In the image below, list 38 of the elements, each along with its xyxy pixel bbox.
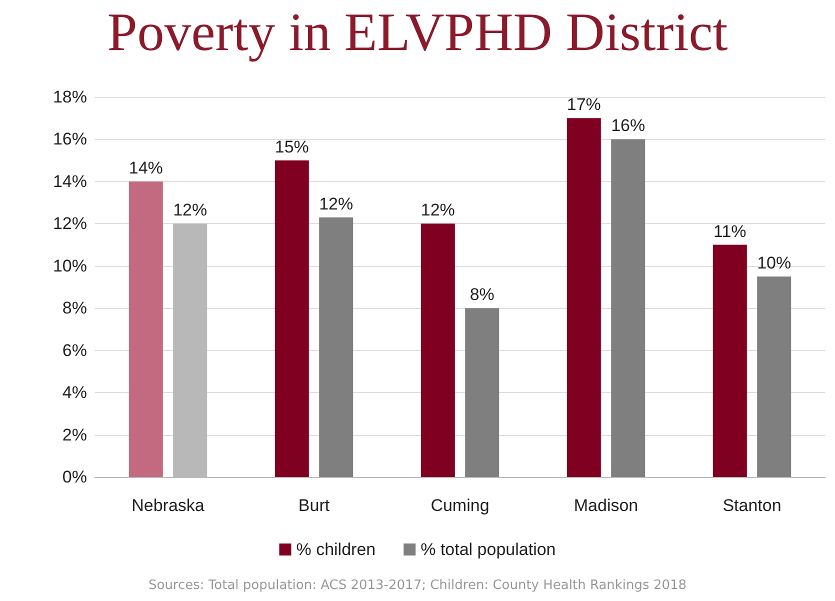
data-label: 11% [714, 222, 746, 241]
y-tick-label: 12% [52, 214, 87, 234]
y-tick-label: 8% [62, 298, 87, 318]
bar [712, 244, 747, 477]
x-tick-label: Nebraska [132, 496, 205, 515]
bar [611, 139, 646, 477]
data-label: 8% [470, 285, 494, 304]
data-label: 12% [173, 200, 208, 220]
x-tick-label: Burt [298, 496, 330, 515]
bar [319, 217, 354, 477]
source-note: Sources: Total population: ACS 2013-2017; Children: County Health Rankings 2018 [148, 578, 687, 593]
data-label: 16% [611, 116, 646, 136]
bar [420, 224, 455, 477]
data-label: 12% [420, 200, 455, 220]
data-label: 10% [757, 253, 792, 272]
bar [128, 181, 163, 477]
x-tick-label: Stanton [722, 496, 782, 515]
x-tick-label: Cuming [430, 496, 490, 515]
y-tick-label: 18% [52, 88, 87, 106]
data-label: 15% [274, 137, 309, 156]
y-tick-label: 6% [62, 340, 87, 360]
data-label: 17% [566, 95, 601, 114]
y-tick-label: 4% [62, 383, 87, 402]
legend-label: % children [296, 540, 376, 559]
data-label: 12% [319, 194, 354, 214]
legend-label: % total population [420, 540, 556, 559]
bar [566, 118, 601, 477]
y-tick-label: 16% [52, 130, 87, 149]
bar [465, 308, 500, 477]
data-label: 14% [128, 158, 163, 178]
chart-title: Poverty in ELVPHD District [107, 2, 728, 62]
y-tick-label: 2% [62, 425, 87, 444]
bar [757, 276, 792, 477]
y-tick-label: 0% [62, 468, 87, 486]
x-tick-label: Madison [574, 496, 638, 515]
bar [274, 160, 309, 477]
y-tick-label: 14% [52, 172, 87, 191]
y-tick-label: 10% [52, 256, 87, 276]
